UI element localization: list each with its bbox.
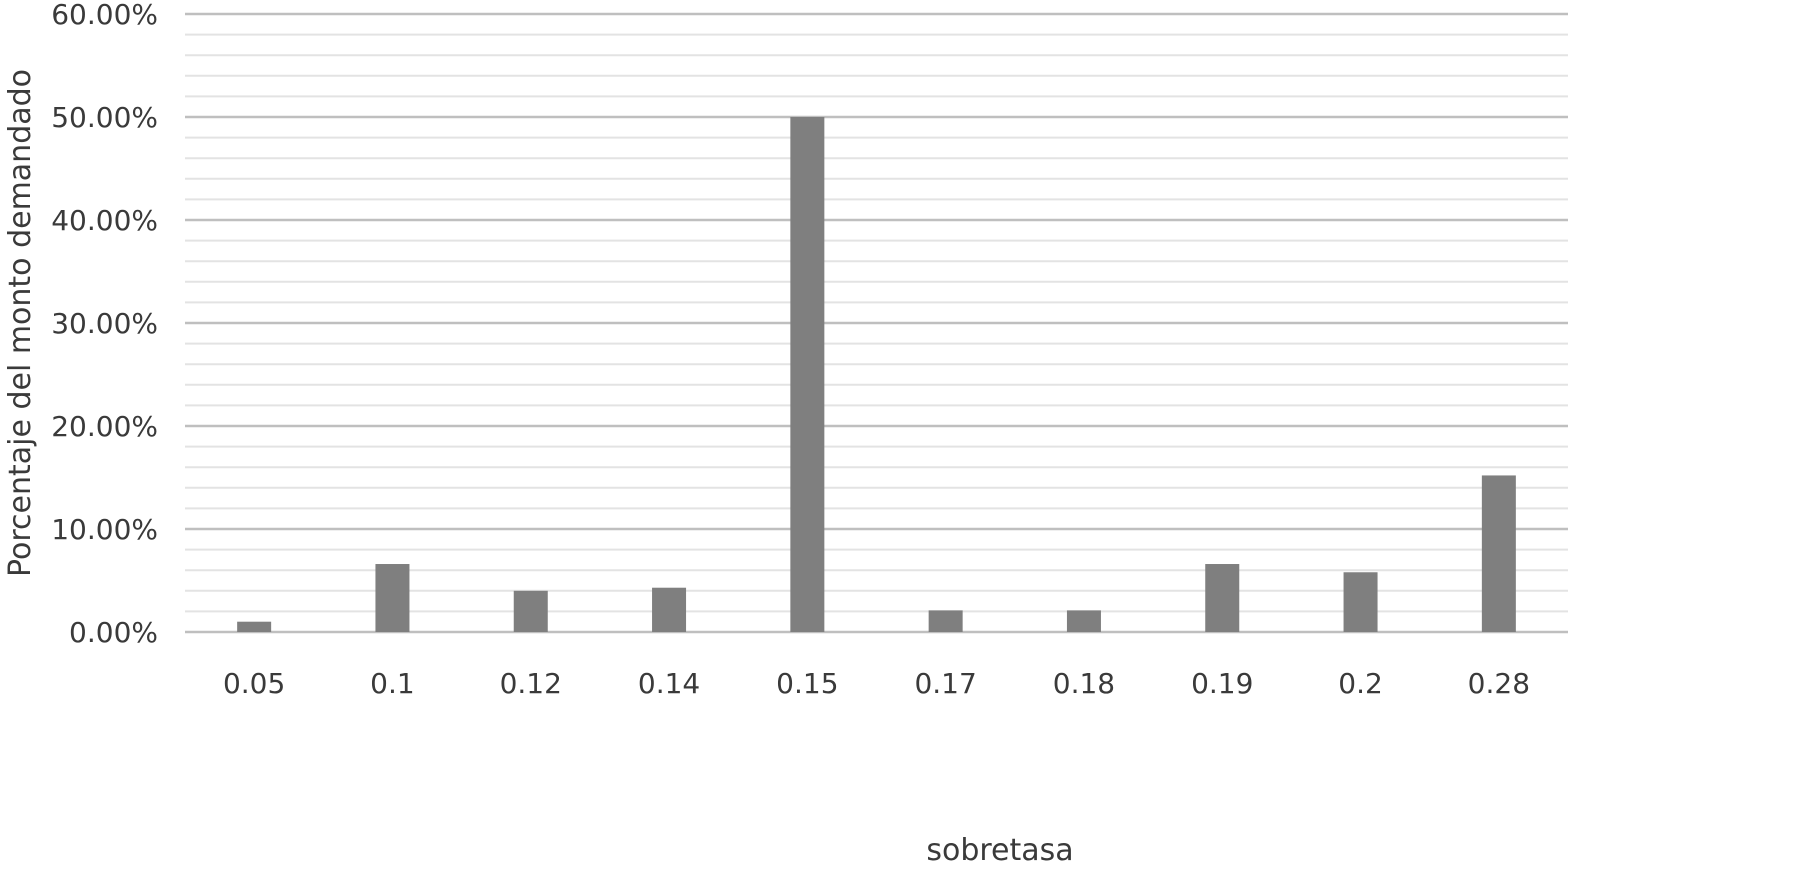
y-tick-label: 20.00% xyxy=(51,410,158,443)
y-tick-label: 40.00% xyxy=(51,204,158,237)
y-axis-tick-labels: 0.00% 10.00% 20.00% 30.00% 40.00% 50.00% 60.00… xyxy=(51,0,158,649)
major-gridlines xyxy=(185,12,1568,634)
x-tick-label: 0.2 xyxy=(1338,667,1383,700)
bar xyxy=(790,117,825,632)
bars xyxy=(237,117,1516,632)
y-axis-title: Porcentaje del monto demandado xyxy=(3,69,38,577)
y-tick-label: 60.00% xyxy=(51,0,158,31)
y-tick-label: 0.00% xyxy=(69,616,158,649)
minor-gridlines xyxy=(185,33,1568,613)
y-tick-label: 10.00% xyxy=(51,513,158,546)
bar xyxy=(1343,572,1378,632)
x-tick-label: 0.28 xyxy=(1468,667,1530,700)
bar xyxy=(652,587,687,632)
bar xyxy=(1066,610,1101,632)
x-tick-label: 0.14 xyxy=(638,667,700,700)
x-tick-label: 0.12 xyxy=(500,667,562,700)
bar xyxy=(928,610,963,632)
y-tick-label: 50.00% xyxy=(51,101,158,134)
x-tick-label: 0.19 xyxy=(1191,667,1253,700)
bar xyxy=(237,621,272,632)
x-tick-label: 0.05 xyxy=(223,667,285,700)
x-tick-label: 0.15 xyxy=(776,667,838,700)
x-tick-label: 0.17 xyxy=(914,667,976,700)
y-tick-label: 30.00% xyxy=(51,307,158,340)
x-axis-tick-labels: 0.05 0.1 0.12 0.14 0.15 0.17 0.18 0.19 0.2 0.28 xyxy=(223,667,1530,700)
x-tick-label: 0.18 xyxy=(1053,667,1115,700)
x-axis-title: sobretasa xyxy=(926,833,1073,868)
bar xyxy=(1481,475,1516,632)
bar xyxy=(375,564,410,632)
bar xyxy=(1205,564,1240,632)
bar xyxy=(513,590,548,632)
x-tick-label: 0.1 xyxy=(370,667,415,700)
